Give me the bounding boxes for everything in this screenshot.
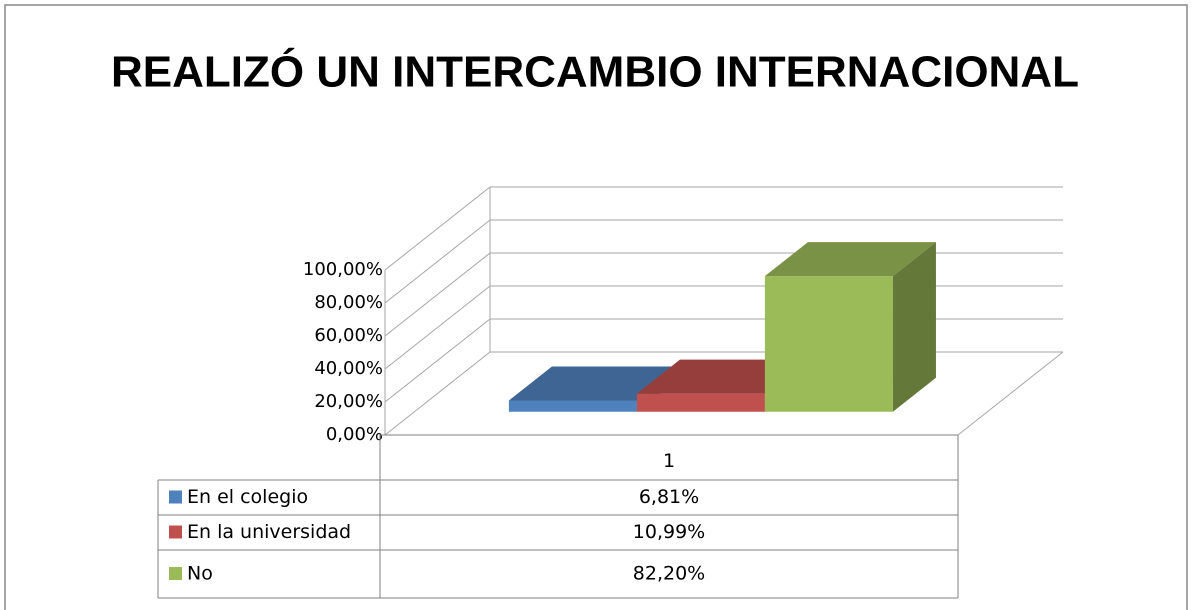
legend-label: En la universidad (187, 521, 351, 543)
bar-top (508, 366, 680, 401)
grid-line (384, 186, 491, 271)
legend-label: No (187, 563, 213, 585)
grid-line (384, 318, 491, 403)
bar-top (764, 242, 936, 277)
legend-key (169, 490, 182, 504)
grid-line (384, 285, 491, 370)
y-tick-label: 60,00% (314, 325, 383, 346)
legend-label: En el colegio (187, 486, 308, 508)
grid-line (384, 252, 491, 337)
legend-key (169, 567, 182, 580)
bar-front (764, 276, 893, 412)
grid-line (384, 219, 491, 304)
y-tick-label: 20,00% (314, 391, 383, 412)
bar-side (892, 242, 936, 412)
table-value: 10,99% (633, 521, 705, 543)
y-tick-label: 80,00% (314, 292, 383, 313)
chart-title: REALIZÓ UN INTERCAMBIO INTERNACIONAL (111, 47, 1079, 97)
floor-edge (957, 351, 1064, 436)
y-tick-label: 0,00% (326, 424, 383, 445)
y-tick-label: 100,00% (303, 259, 383, 280)
chart-border (4, 4, 1188, 610)
legend-key (169, 525, 182, 539)
table-value: 82,20% (633, 563, 705, 585)
grid-line (384, 351, 491, 436)
x-tick-label: 1 (663, 450, 675, 472)
y-tick-label: 40,00% (314, 358, 383, 379)
bar-front (508, 400, 637, 412)
table-value: 6,81% (639, 486, 699, 508)
bar-front (636, 393, 765, 412)
